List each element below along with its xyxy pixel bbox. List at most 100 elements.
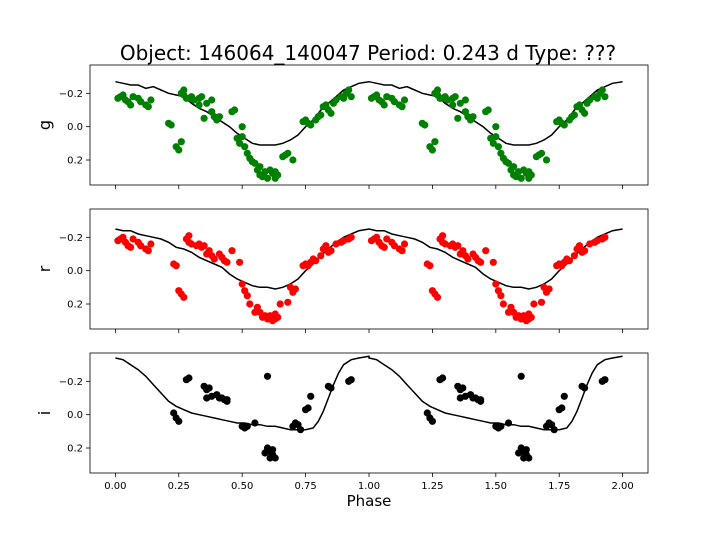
data-point-g xyxy=(504,159,513,167)
data-point-g xyxy=(492,123,500,131)
y-tick-label-i: 0.2 xyxy=(67,444,83,455)
data-point-g xyxy=(537,149,546,157)
data-point-i xyxy=(558,404,566,412)
chart-title: Object: 146064_140047 Period: 0.243 d Ty… xyxy=(120,41,616,65)
data-point-r xyxy=(180,293,188,301)
data-point-g xyxy=(327,109,335,117)
data-point-g xyxy=(421,121,429,129)
data-point-g xyxy=(289,156,297,164)
data-point-i xyxy=(522,446,530,454)
data-point-g xyxy=(180,86,188,94)
data-point-r xyxy=(317,252,325,260)
y-tick-label-g: 0.2 xyxy=(67,156,83,167)
data-point-g xyxy=(560,121,568,129)
data-point-r xyxy=(601,233,609,241)
x-axis-label: Phase xyxy=(347,492,392,510)
data-point-g xyxy=(144,103,152,111)
data-point-g xyxy=(527,171,535,179)
data-point-r xyxy=(236,258,244,266)
data-point-r xyxy=(327,247,335,255)
data-point-g xyxy=(307,121,315,129)
data-point-r xyxy=(127,243,135,251)
data-point-r xyxy=(185,232,193,240)
data-point-r xyxy=(243,292,251,300)
y-tick-label-g: −0.2 xyxy=(59,89,83,100)
data-point-r xyxy=(426,262,434,270)
panel-g: −0.2 0.0 0.2 g xyxy=(35,64,649,189)
data-point-g xyxy=(345,86,353,94)
data-point-g xyxy=(492,133,500,141)
data-point-i xyxy=(205,384,213,392)
data-point-r xyxy=(477,258,485,266)
data-point-r xyxy=(454,242,462,250)
data-point-g xyxy=(332,96,340,104)
data-point-r xyxy=(238,280,246,288)
data-point-i xyxy=(601,376,609,384)
data-point-g xyxy=(238,123,246,131)
data-point-i xyxy=(550,426,558,434)
data-point-g xyxy=(484,106,492,114)
data-point-i xyxy=(251,419,259,427)
y-tick-label-r: 0.0 xyxy=(67,266,83,277)
data-point-r xyxy=(246,300,254,308)
model-curve-r xyxy=(115,228,623,290)
data-point-r xyxy=(570,252,579,260)
data-point-i xyxy=(307,392,315,400)
data-point-r xyxy=(433,293,442,301)
data-point-r xyxy=(228,247,236,255)
data-point-g xyxy=(400,96,409,104)
data-point-r xyxy=(499,300,507,308)
data-point-r xyxy=(274,313,282,321)
data-point-g xyxy=(215,113,223,121)
data-point-g xyxy=(489,139,497,147)
data-point-g xyxy=(433,86,442,94)
data-point-r xyxy=(129,235,137,243)
y-axis-label-r: r xyxy=(35,265,54,272)
data-point-g xyxy=(347,93,355,101)
data-point-r xyxy=(575,242,584,250)
data-point-g xyxy=(431,138,439,146)
data-point-g xyxy=(127,101,135,109)
panel-r: −0.2 0.0 0.2 r xyxy=(35,208,649,333)
data-point-g xyxy=(256,163,264,171)
data-point-i xyxy=(269,446,277,454)
y-tick-label-g: 0.0 xyxy=(67,122,83,133)
y-axis-label-i: i xyxy=(35,411,54,415)
data-point-g xyxy=(598,86,606,94)
data-point-r xyxy=(492,280,500,288)
x-tick-label: 1.25 xyxy=(421,481,443,492)
data-point-i xyxy=(581,384,589,392)
data-point-g xyxy=(238,133,246,141)
data-point-g xyxy=(231,106,239,114)
data-point-r xyxy=(322,242,330,250)
data-point-r xyxy=(147,240,155,248)
data-point-i xyxy=(517,372,525,380)
data-point-i xyxy=(175,417,183,425)
y-tick-label-r: 0.2 xyxy=(67,300,83,311)
model-curve-i xyxy=(115,355,623,431)
data-point-g xyxy=(236,139,244,147)
data-point-r xyxy=(276,300,284,308)
data-point-r xyxy=(380,243,388,251)
data-point-r xyxy=(537,298,546,306)
data-point-i xyxy=(497,422,505,430)
y-tick-label-i: 0.0 xyxy=(67,410,83,421)
x-tick-label: 0.00 xyxy=(104,481,126,492)
data-point-g xyxy=(208,96,216,104)
data-point-g xyxy=(177,138,185,146)
data-point-g xyxy=(451,93,459,101)
data-point-r xyxy=(527,313,535,321)
data-point-g xyxy=(198,93,206,101)
data-point-r xyxy=(200,242,208,250)
axes-frame-r xyxy=(89,208,649,330)
data-point-r xyxy=(144,247,152,255)
data-point-g xyxy=(284,149,292,157)
y-tick-label-i: −0.2 xyxy=(59,377,83,388)
data-point-i xyxy=(296,426,305,434)
data-point-r xyxy=(439,232,447,240)
data-point-g xyxy=(449,101,457,109)
data-point-r xyxy=(210,255,218,263)
data-point-g xyxy=(380,101,388,109)
data-point-i xyxy=(243,422,251,430)
